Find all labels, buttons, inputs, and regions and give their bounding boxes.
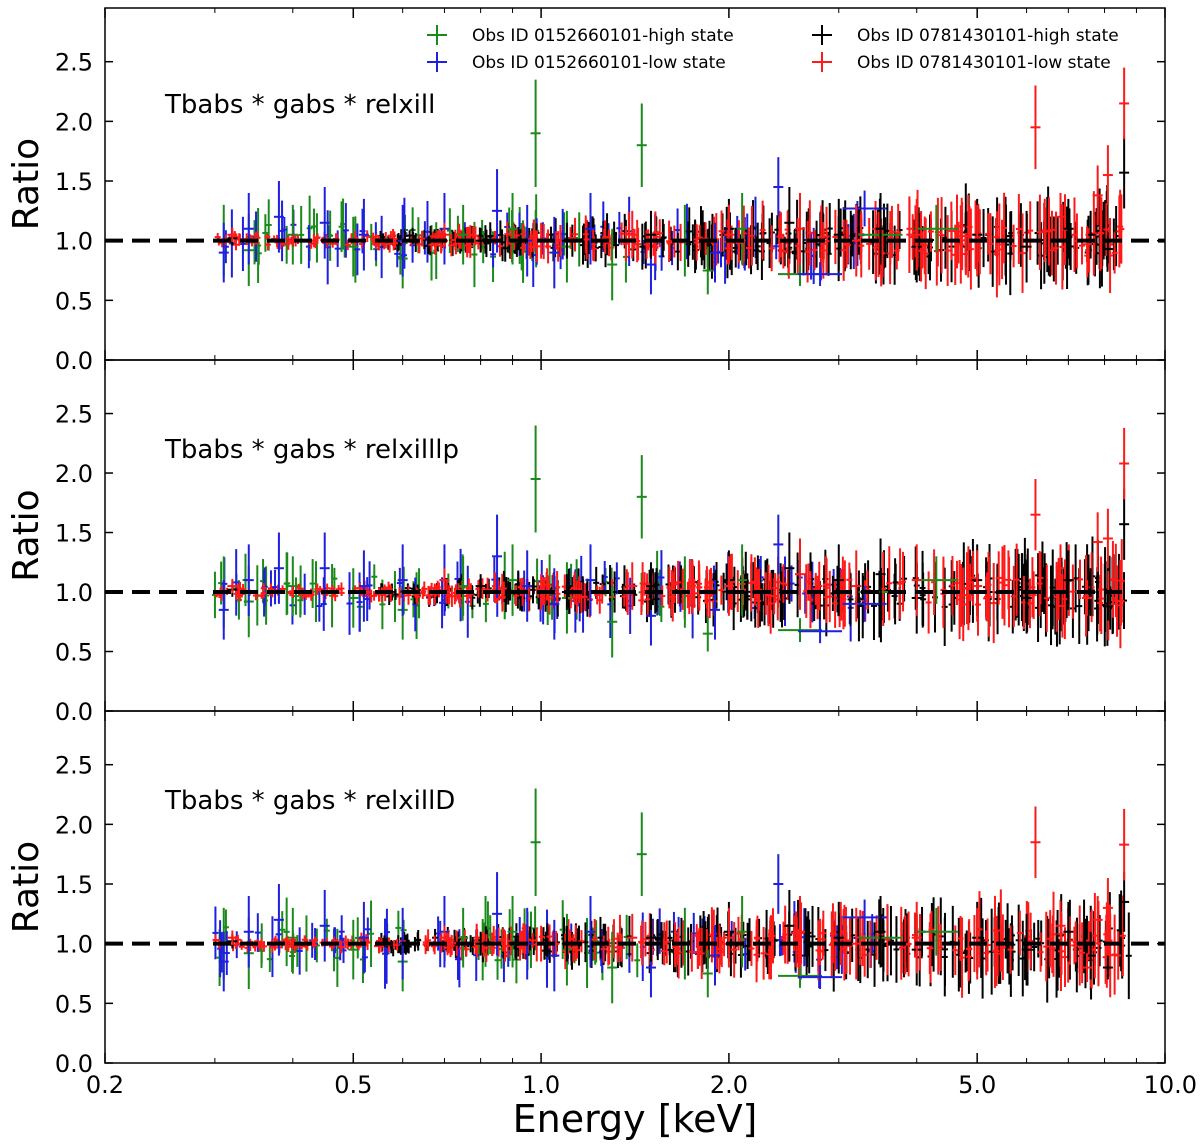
y-tick-label: 1.5 [55, 168, 93, 196]
chart-panel-3: 0.0 0.5 1.0 1.5 2.0 2.5 Tbabs * gabs * relxill… [6, 710, 1166, 1078]
x-tick-label: 0.5 [334, 1071, 372, 1099]
chart-panel-2: 0.0 0.5 1.0 1.5 2.0 2.5 Tbabs * gabs * relxill… [6, 359, 1166, 726]
chart-legend: Obs ID 0152660101-high state Obs ID 01526… [427, 25, 1119, 73]
y-axis-label: Ratio [6, 489, 47, 581]
legend-label: Obs ID 0152660101-high state [472, 26, 734, 46]
y-tick-label: 2.0 [55, 108, 93, 136]
y-tick-label: 0.5 [55, 287, 93, 315]
y-axis-label: Ratio [6, 138, 47, 230]
legend-label: Obs ID 0781430101-high state [857, 26, 1119, 46]
y-tick-label: 2.5 [55, 49, 93, 77]
series-4-points [227, 427, 1130, 622]
chart-panels: 0.0 0.5 1.0 1.5 2.0 2.5 Tbabs * gabs * relxill… [6, 7, 1197, 1099]
x-tick-label: 10.0 [1144, 1071, 1197, 1099]
model-label: Tbabs * gabs * relxilllp [164, 435, 459, 465]
y-tick-label: 1.0 [55, 228, 93, 256]
y-axis-label: Ratio [6, 841, 47, 933]
y-tick-label: 2.0 [55, 460, 93, 488]
y-tick-label: 2.5 [55, 752, 93, 780]
legend-item-1: Obs ID 0152660101-high state [427, 25, 734, 46]
model-label: Tbabs * gabs * relxill [164, 90, 435, 120]
legend-label: Obs ID 0152660101-low state [472, 53, 726, 73]
panel-data [214, 67, 1130, 301]
panel-data [211, 425, 1130, 658]
y-tick-label: 0.0 [55, 1050, 93, 1078]
y-tick-label: 2.0 [55, 811, 93, 839]
y-tick-label: 2.5 [55, 401, 93, 429]
x-tick-label: 0.2 [86, 1071, 124, 1099]
y-tick-label: 0.0 [55, 347, 93, 375]
x-tick-label: 1.0 [522, 1071, 560, 1099]
chart-panel-1: 0.0 0.5 1.0 1.5 2.0 2.5 Tbabs * gabs * relxill… [6, 7, 1166, 375]
series-scatter-4 [214, 189, 1125, 298]
y-tick-label: 0.5 [55, 990, 93, 1018]
legend-item-3: Obs ID 0781430101-high state [812, 25, 1119, 46]
x-tick-label: 2.0 [710, 1071, 748, 1099]
y-tick-label: 1.5 [55, 520, 93, 548]
legend-label: Obs ID 0781430101-low state [857, 53, 1111, 73]
y-tick-label: 1.0 [55, 579, 93, 607]
x-axis-label: Energy [keV] [513, 1097, 758, 1141]
model-label: Tbabs * gabs * relxillD [164, 786, 455, 816]
legend-item-4: Obs ID 0781430101-low state [812, 52, 1111, 73]
panel-frame [104, 359, 1166, 712]
panel-frame [104, 710, 1166, 1064]
y-tick-label: 1.0 [55, 931, 93, 959]
y-tick-label: 1.5 [55, 871, 93, 899]
x-tick-label: 5.0 [958, 1071, 996, 1099]
y-tick-label: 0.0 [55, 698, 93, 726]
y-tick-label: 0.5 [55, 639, 93, 667]
panel-data [212, 788, 1132, 1004]
series-1-points [218, 788, 959, 1004]
legend-item-2: Obs ID 0152660101-low state [427, 52, 726, 73]
